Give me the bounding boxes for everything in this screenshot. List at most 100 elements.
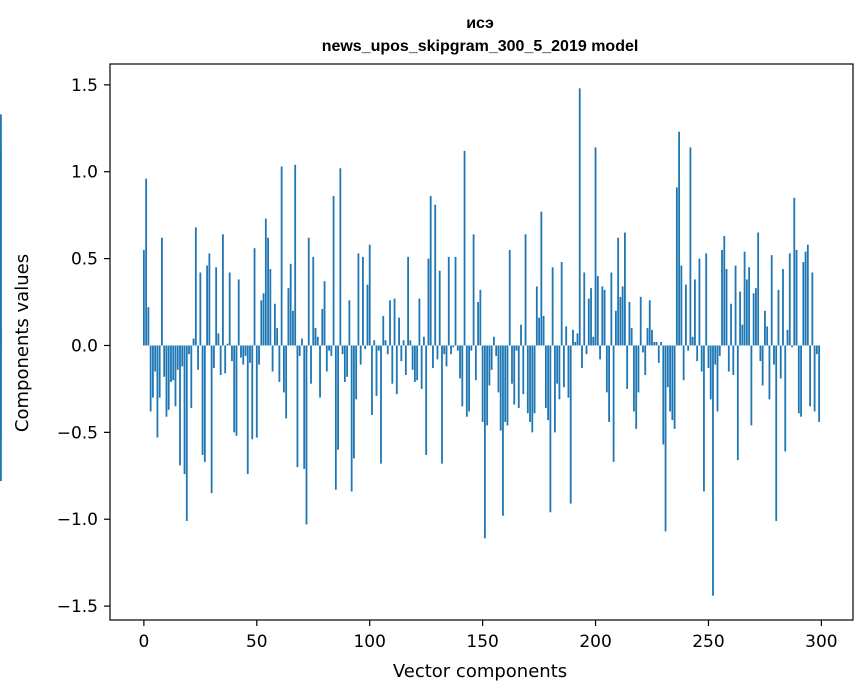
bar (651, 329, 653, 346)
x-tick-label: 300 (805, 632, 837, 652)
bar (158, 345, 161, 398)
bar (226, 343, 229, 346)
bar (328, 345, 330, 351)
bar (0, 150, 2, 346)
bar (583, 272, 586, 346)
bar (596, 275, 599, 346)
bar (477, 302, 480, 346)
bar (183, 345, 186, 475)
bar (547, 345, 550, 421)
bar (249, 345, 251, 363)
bar (630, 328, 633, 346)
y-axis-ticks: −1.5 −1.0 −0.5 0.0 0.5 1.0 1.5 (57, 76, 110, 617)
bar (418, 298, 421, 346)
bar (764, 310, 766, 346)
bar (628, 302, 631, 346)
bar (488, 345, 491, 386)
bar (303, 345, 306, 469)
bar (549, 345, 552, 513)
bar (251, 345, 254, 440)
bar (499, 345, 502, 431)
bar (262, 293, 265, 346)
bar (560, 262, 563, 346)
bar (174, 345, 177, 407)
bar (574, 342, 577, 346)
bar (585, 345, 588, 355)
bar (716, 345, 719, 412)
bar (350, 345, 353, 492)
y-tick-label: 0.0 (71, 336, 98, 356)
bar (784, 345, 787, 452)
bar (362, 256, 364, 346)
bar (389, 300, 391, 346)
bar (542, 315, 545, 346)
bar (443, 345, 446, 355)
bar (312, 256, 315, 346)
bar (454, 256, 457, 346)
bar (359, 345, 362, 365)
bar (529, 345, 531, 422)
bar (190, 345, 193, 409)
bar (459, 345, 461, 379)
bar (775, 345, 778, 521)
bar (624, 232, 626, 346)
bar (436, 345, 439, 360)
bar (215, 267, 218, 346)
bar (786, 329, 789, 346)
bar (736, 345, 739, 461)
bar (551, 267, 554, 346)
bar (520, 324, 522, 346)
bar (802, 262, 805, 346)
bar (540, 211, 543, 346)
bar (669, 345, 671, 412)
bar (741, 324, 744, 346)
bar (590, 288, 592, 346)
bar (709, 345, 712, 400)
x-axis-ticks: 0 50 100 150 200 250 300 (138, 620, 838, 652)
bar (694, 279, 696, 346)
bar (152, 345, 154, 398)
bar (264, 218, 267, 346)
bar (244, 345, 247, 356)
bar (339, 168, 342, 346)
bar (321, 308, 324, 346)
bar (154, 345, 157, 372)
bar (355, 345, 358, 400)
bar (438, 270, 441, 346)
bar (301, 338, 303, 346)
bar (739, 291, 741, 346)
bar (341, 345, 344, 355)
bar (0, 345, 2, 481)
bar (782, 269, 784, 346)
bar (348, 300, 351, 346)
bar (292, 310, 294, 346)
bar (474, 345, 477, 381)
bar (563, 345, 565, 388)
chart-title-line2: news_upos_skipgram_300_5_2019 model (322, 38, 639, 55)
bar (506, 345, 509, 426)
bar (233, 345, 236, 433)
bar (793, 197, 796, 346)
y-tick-label: −1.5 (57, 597, 98, 617)
bar (253, 248, 256, 346)
bar (197, 345, 199, 370)
bar (278, 345, 281, 382)
bar (445, 345, 448, 367)
bar (811, 272, 814, 346)
bar (147, 307, 150, 346)
bar (522, 345, 525, 395)
bar (325, 345, 328, 372)
bar (766, 326, 769, 346)
bar (219, 345, 222, 376)
bar (481, 345, 484, 422)
bar (210, 345, 213, 494)
bar (581, 345, 583, 369)
bar (242, 345, 245, 365)
bar (434, 204, 437, 346)
bar (752, 293, 755, 346)
x-tick-label: 50 (246, 632, 268, 652)
bar (287, 288, 290, 346)
bar (307, 237, 310, 346)
bar (664, 345, 667, 532)
bar (791, 345, 793, 348)
